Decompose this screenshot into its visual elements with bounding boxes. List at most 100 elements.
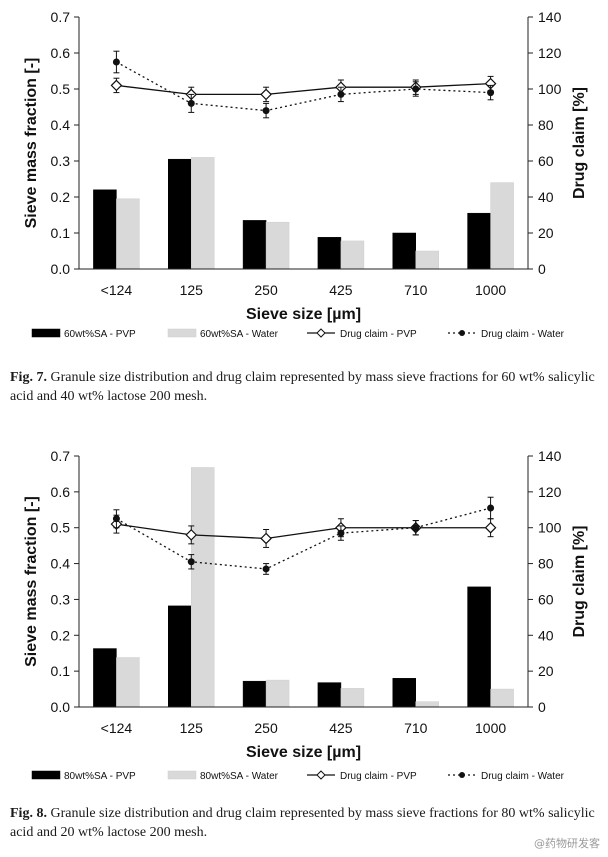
caption-text: Granule size distribution and drug claim… (10, 370, 595, 404)
x-tick-label: 710 (404, 720, 428, 736)
y-tick-label: 0.4 (51, 117, 71, 133)
x-tick-label: <124 (101, 282, 133, 298)
y2-tick-label: 40 (538, 627, 554, 643)
bar (317, 682, 342, 708)
y-tick-label: 0.1 (51, 663, 71, 679)
bar (191, 157, 215, 270)
bar (490, 688, 514, 708)
y-tick-label: 0.6 (51, 484, 71, 500)
y2-tick-label: 120 (538, 45, 562, 61)
bar (242, 680, 267, 708)
legend-marker (316, 770, 326, 780)
y-tick-label: 0.0 (51, 261, 71, 277)
y2-tick-label: 0 (538, 699, 546, 715)
y2-axis-title: Drug claim [%] (571, 87, 588, 199)
y-tick-label: 0.2 (51, 627, 71, 643)
legend-swatch (31, 770, 61, 780)
y2-tick-label: 80 (538, 556, 554, 572)
legend-label: Drug claim - PVP (340, 329, 417, 340)
legend-label: 60wt%SA - Water (200, 329, 279, 340)
x-tick-label: <124 (101, 720, 133, 736)
y-tick-label: 0.0 (51, 699, 71, 715)
data-point (185, 529, 198, 541)
bar (93, 648, 117, 708)
legend-label: 60wt%SA - PVP (64, 329, 136, 340)
y2-tick-label: 60 (538, 591, 554, 607)
legend-label: Drug claim - PVP (340, 771, 417, 782)
bar (265, 221, 290, 270)
y-axis-title: Sieve mass fraction [-] (23, 58, 40, 229)
y2-tick-label: 80 (538, 117, 554, 133)
y-tick-label: 0.1 (51, 225, 71, 241)
x-tick-label: 250 (254, 720, 278, 736)
bar (242, 220, 267, 270)
caption-label: Fig. 8. (10, 806, 47, 821)
data-point (187, 558, 195, 566)
legend-label: Drug claim - Water (481, 329, 565, 340)
figure-caption: Fig. 8. Granule size distribution and dr… (10, 804, 605, 842)
data-point (337, 90, 345, 98)
legend-swatch (31, 328, 61, 338)
x-tick-label: 125 (180, 282, 204, 298)
figure-7: 0.0 0.1 0.2 0.3 0.4 0.5 0.6 0.7 0 20 40 60 80 100 120 1… (0, 0, 608, 420)
chart-figure-8: 0.0 0.1 0.2 0.3 0.4 0.5 0.6 0.7 0 20 40 60 80 100 120 1… (23, 448, 588, 782)
y2-tick-label: 20 (538, 225, 554, 241)
legend-swatch (167, 770, 197, 780)
series-line (116, 82, 491, 96)
data-point (110, 79, 123, 92)
data-point (112, 58, 120, 66)
legend-marker (459, 772, 465, 778)
y-tick-label: 0.3 (51, 591, 71, 607)
legend-label: 80wt%SA - PVP (64, 771, 136, 782)
y-tick-label: 0.7 (51, 9, 71, 25)
y2-tick-label: 20 (538, 663, 554, 679)
bar (265, 679, 290, 708)
legend-marker (316, 328, 326, 338)
bar (467, 586, 491, 708)
data-point (412, 85, 420, 93)
bar (116, 198, 140, 270)
y-tick-label: 0.6 (51, 45, 71, 61)
bar (490, 182, 514, 270)
series-line (116, 523, 491, 540)
data-point (487, 89, 495, 97)
x-tick-label: 1000 (475, 720, 506, 736)
y2-tick-label: 60 (538, 153, 554, 169)
data-point (487, 504, 495, 512)
bar (168, 158, 192, 270)
caption-label: Fig. 7. (10, 370, 47, 385)
y2-tick-label: 100 (538, 81, 562, 97)
y2-tick-label: 120 (538, 484, 562, 500)
y-tick-label: 0.7 (51, 448, 71, 464)
y2-tick-label: 40 (538, 189, 554, 205)
legend-marker (459, 330, 465, 336)
data-point (337, 529, 345, 537)
x-tick-label: 425 (329, 282, 353, 298)
x-tick-label: 250 (254, 282, 278, 298)
x-tick-label: 710 (404, 282, 428, 298)
data-point (112, 515, 120, 523)
chart-figure-7: 0.0 0.1 0.2 0.3 0.4 0.5 0.6 0.7 0 20 40 60 80 100 120 1… (23, 9, 588, 340)
data-point (260, 88, 272, 101)
figure-8: 0.0 0.1 0.2 0.3 0.4 0.5 0.6 0.7 0 20 40 60 80 100 120 1… (0, 440, 608, 857)
y-tick-label: 0.2 (51, 189, 71, 205)
y2-tick-label: 0 (538, 261, 546, 277)
bar (116, 657, 140, 708)
y2-tick-label: 140 (538, 9, 562, 25)
data-point (262, 565, 270, 573)
y-tick-label: 0.4 (51, 556, 71, 572)
data-point (484, 521, 497, 534)
x-tick-label: 1000 (475, 282, 506, 298)
x-axis-title: Sieve size [µm] (246, 306, 361, 323)
bar (93, 189, 117, 270)
data-point (262, 107, 270, 115)
legend-label: Drug claim - Water (481, 771, 565, 782)
legend-label: 80wt%SA - Water (200, 771, 279, 782)
bar (168, 605, 192, 708)
y-tick-label: 0.5 (51, 520, 71, 536)
bar (392, 232, 416, 270)
bar (340, 240, 365, 270)
bar (392, 678, 416, 708)
bar (317, 237, 342, 270)
y-axis-title: Sieve mass fraction [-] (23, 496, 40, 667)
